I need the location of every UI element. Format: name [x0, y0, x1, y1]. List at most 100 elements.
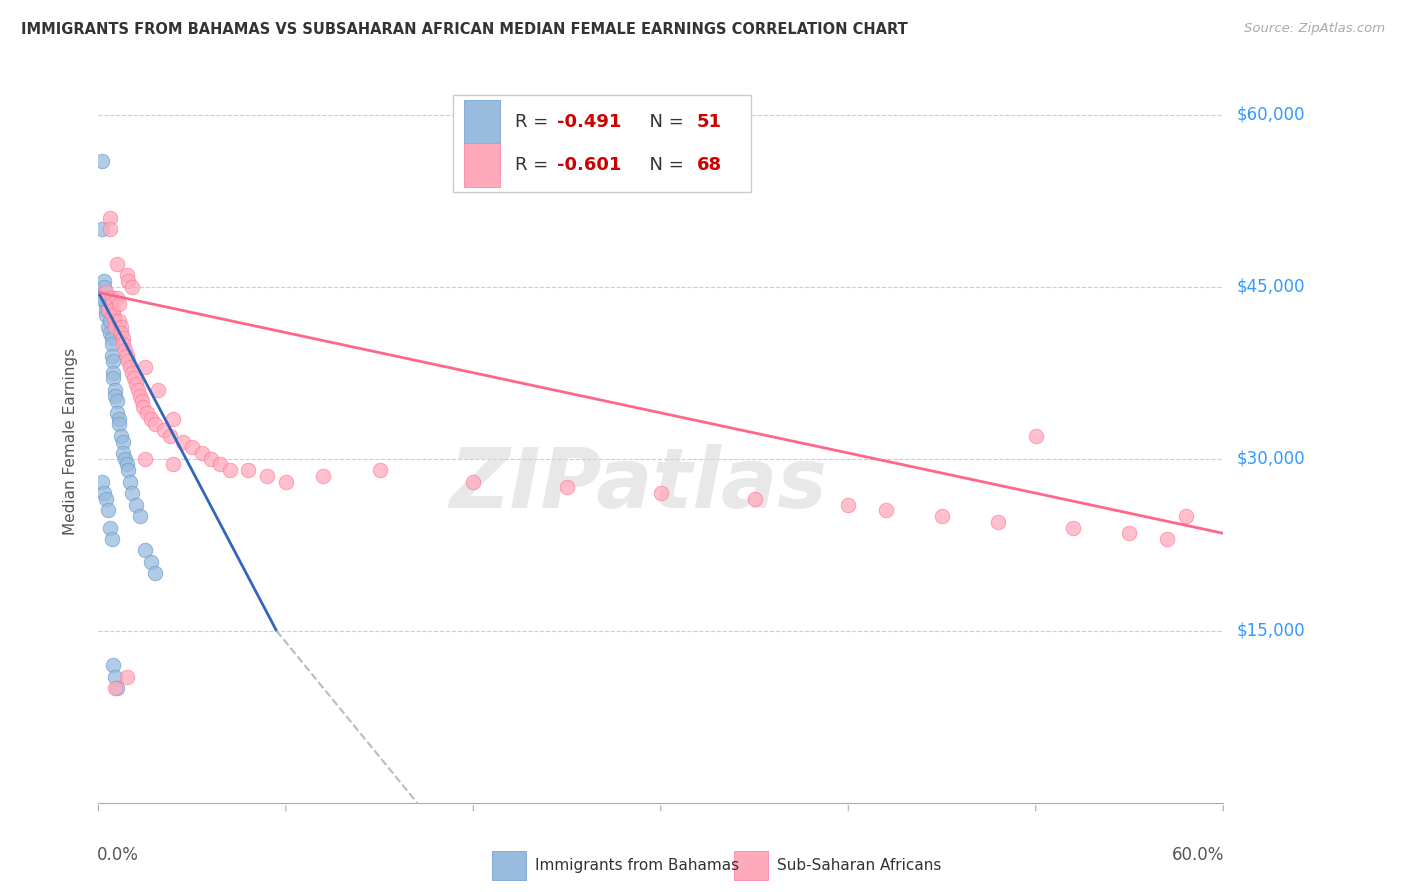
Point — [122, 371, 145, 385]
Point — [104, 681, 127, 695]
Point — [110, 326, 132, 340]
Point — [117, 274, 139, 288]
Point — [837, 498, 859, 512]
Point — [89, 291, 111, 305]
Text: -0.601: -0.601 — [557, 156, 621, 174]
Point — [110, 429, 132, 443]
Text: IMMIGRANTS FROM BAHAMAS VS SUBSAHARAN AFRICAN MEDIAN FEMALE EARNINGS CORRELATION: IMMIGRANTS FROM BAHAMAS VS SUBSAHARAN AF… — [21, 22, 908, 37]
Point — [650, 486, 672, 500]
Point — [114, 451, 136, 466]
Point — [100, 297, 122, 311]
Text: ZIPatlas: ZIPatlas — [450, 444, 827, 525]
Point — [115, 458, 138, 472]
Text: $45,000: $45,000 — [1237, 277, 1306, 296]
Point — [134, 451, 156, 466]
Point — [94, 309, 117, 323]
Point — [121, 486, 143, 500]
Point — [190, 446, 212, 460]
Point — [875, 503, 897, 517]
Point — [94, 491, 117, 506]
Point — [97, 291, 120, 305]
Point — [256, 469, 278, 483]
Point — [93, 274, 115, 288]
Point — [104, 383, 127, 397]
Point — [108, 314, 131, 328]
Text: 0.0%: 0.0% — [97, 847, 139, 864]
Text: $30,000: $30,000 — [1237, 450, 1306, 467]
Point — [97, 319, 120, 334]
Text: R =: R = — [515, 113, 554, 131]
Point — [105, 406, 128, 420]
Point — [200, 451, 222, 466]
Text: Sub-Saharan Africans: Sub-Saharan Africans — [776, 858, 941, 873]
Point — [111, 446, 134, 460]
Point — [1062, 520, 1084, 534]
Text: 68: 68 — [697, 156, 721, 174]
Point — [274, 475, 297, 489]
Point — [463, 475, 485, 489]
Point — [91, 475, 114, 489]
Point — [1025, 429, 1047, 443]
Point — [103, 658, 125, 673]
Point — [111, 434, 134, 449]
Point — [115, 268, 138, 283]
Point — [104, 319, 127, 334]
Point — [209, 458, 232, 472]
Point — [111, 337, 134, 351]
Point — [143, 417, 166, 432]
Point — [134, 543, 156, 558]
Bar — [464, 144, 501, 186]
Point — [162, 458, 184, 472]
Point — [555, 480, 578, 494]
Point — [103, 354, 125, 368]
Point — [128, 389, 150, 403]
Point — [93, 291, 115, 305]
Point — [136, 406, 159, 420]
Point — [139, 555, 162, 569]
Point — [111, 331, 134, 345]
Point — [128, 509, 150, 524]
Point — [108, 411, 131, 425]
Point — [94, 297, 117, 311]
Text: R =: R = — [515, 156, 554, 174]
Point — [100, 349, 122, 363]
Point — [98, 302, 121, 317]
Point — [238, 463, 260, 477]
Bar — [492, 851, 526, 880]
Point — [104, 389, 127, 403]
Point — [98, 222, 121, 236]
Point — [143, 566, 166, 581]
Point — [121, 279, 143, 293]
Point — [125, 377, 148, 392]
Point — [114, 343, 136, 357]
Point — [103, 302, 125, 317]
Point — [98, 326, 121, 340]
Bar — [464, 101, 501, 144]
Point — [1156, 532, 1178, 546]
Point — [93, 279, 115, 293]
Point — [148, 383, 170, 397]
Point — [105, 394, 128, 409]
Point — [97, 503, 120, 517]
Text: 51: 51 — [697, 113, 721, 131]
FancyBboxPatch shape — [453, 95, 751, 193]
Text: N =: N = — [638, 156, 690, 174]
Point — [127, 383, 149, 397]
Point — [104, 314, 127, 328]
Text: Source: ZipAtlas.com: Source: ZipAtlas.com — [1244, 22, 1385, 36]
Point — [108, 297, 131, 311]
Point — [115, 349, 138, 363]
Point — [132, 400, 155, 414]
Point — [94, 302, 117, 317]
Point — [218, 463, 240, 477]
Point — [131, 394, 153, 409]
Point — [181, 440, 204, 454]
Point — [162, 411, 184, 425]
Point — [1174, 509, 1197, 524]
Point — [98, 520, 121, 534]
Point — [100, 291, 122, 305]
Point — [97, 302, 120, 317]
Point — [105, 681, 128, 695]
Point — [172, 434, 194, 449]
Point — [121, 366, 143, 380]
